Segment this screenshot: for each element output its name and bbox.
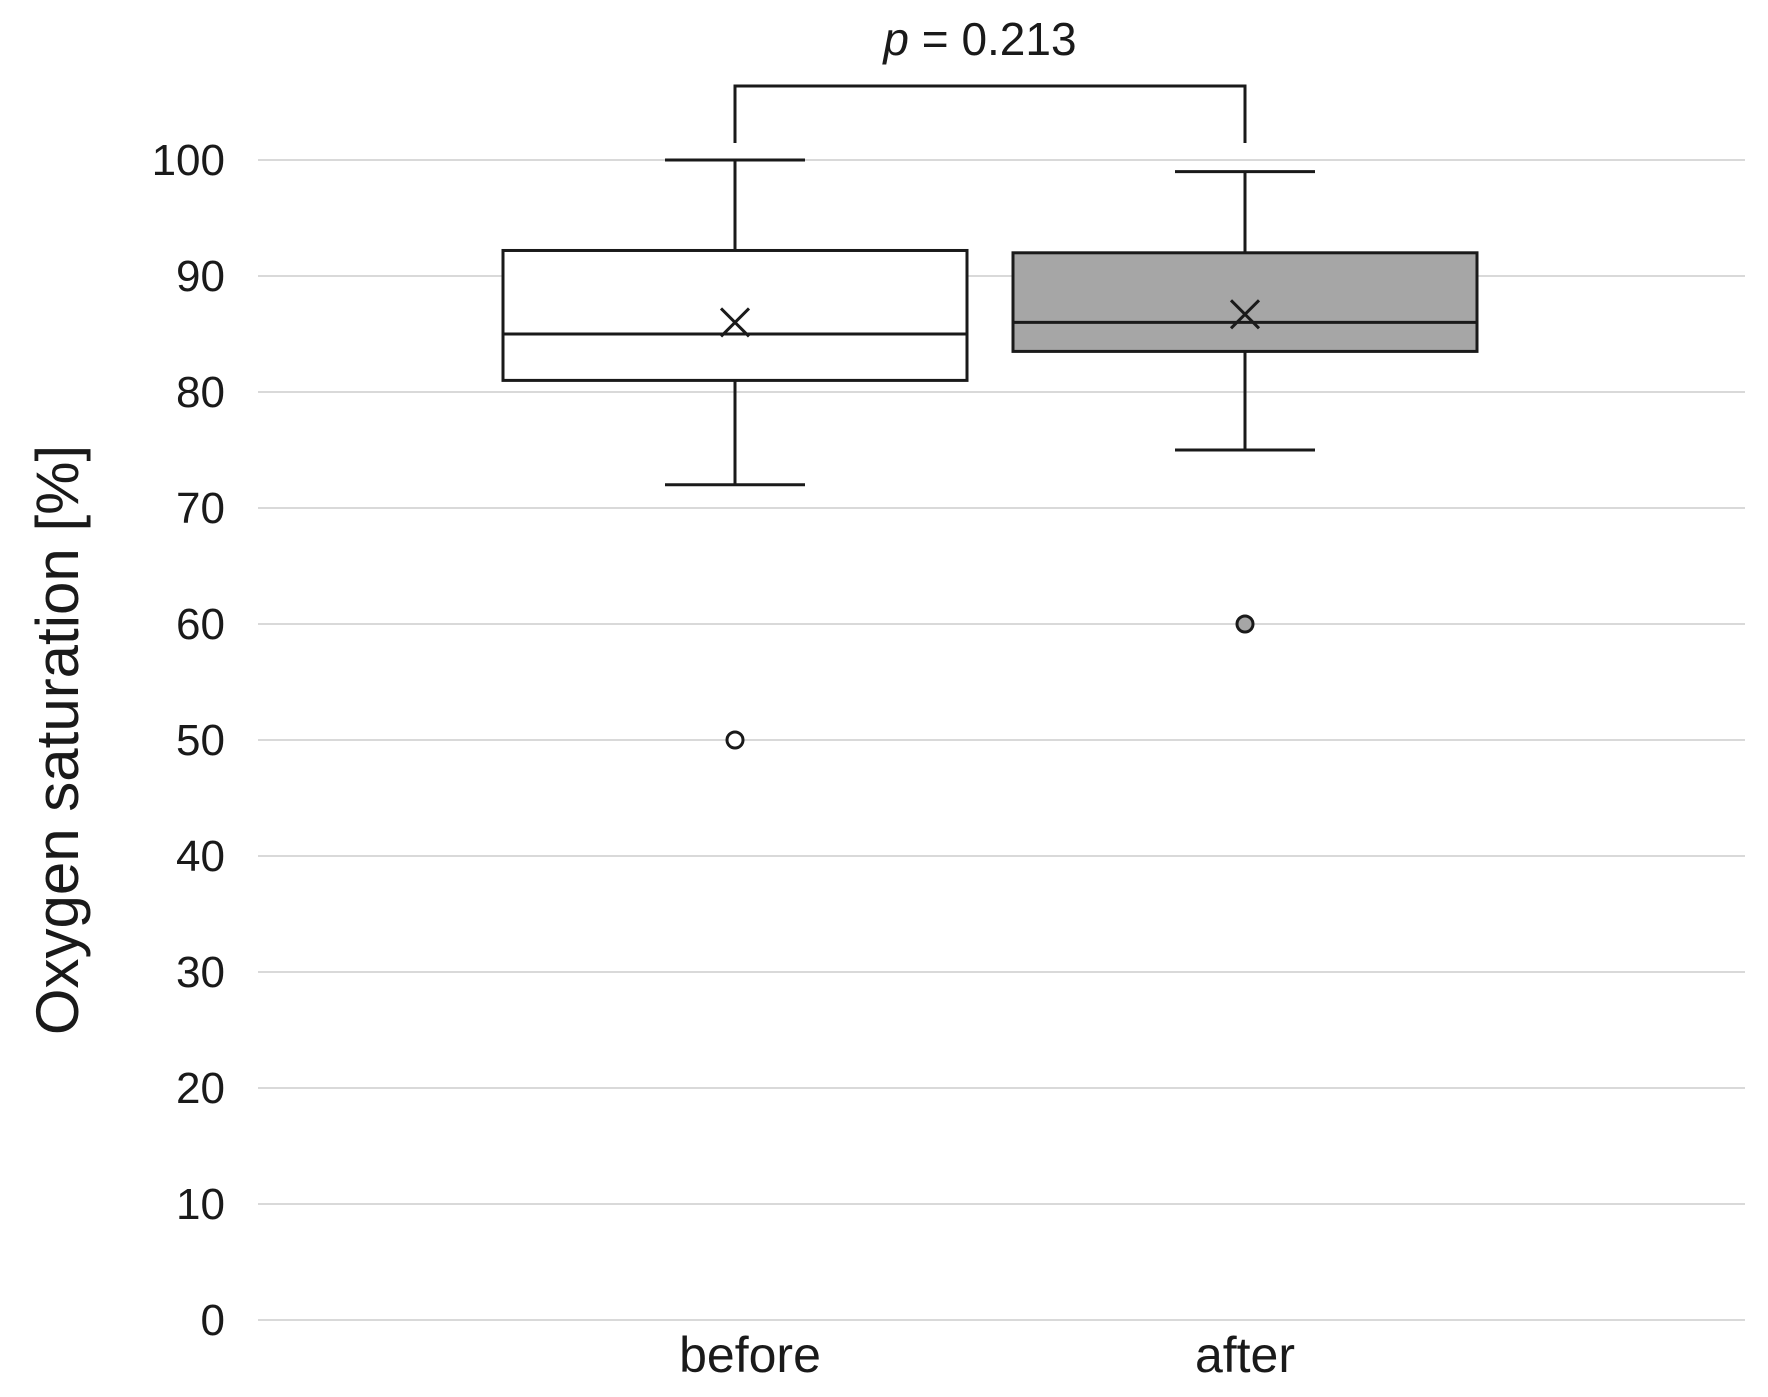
y-tick-label: 10 (176, 1180, 225, 1229)
y-tick-label: 20 (176, 1064, 225, 1113)
x-category-label: after (1195, 1327, 1295, 1383)
category-labels: before after (679, 1327, 1295, 1383)
p-symbol: p (881, 13, 909, 65)
outlier-point (1235, 614, 1255, 634)
mean-marker (1229, 299, 1261, 330)
y-tick-labels: 0 10 20 30 40 50 60 70 80 90 100 (152, 136, 225, 1345)
p-value-label: p = 0.213 (881, 13, 1076, 65)
y-axis-title: Oxygen saturation [%] (24, 445, 91, 1035)
y-tick-label: 80 (176, 368, 225, 417)
y-tick-label: 70 (176, 484, 225, 533)
x-category-label: before (679, 1327, 821, 1383)
outlier-point (725, 730, 745, 750)
significance-annotation: p = 0.213 (733, 13, 1247, 143)
y-tick-label: 60 (176, 600, 225, 649)
y-tick-label: 30 (176, 948, 225, 997)
y-tick-label: 100 (152, 136, 225, 185)
box-before (501, 158, 969, 750)
y-tick-label: 50 (176, 716, 225, 765)
mean-marker (719, 307, 751, 338)
gridlines (258, 159, 1745, 1321)
iqr-box (1011, 251, 1479, 353)
iqr-box (501, 248, 969, 382)
box-after (1011, 170, 1479, 634)
y-tick-label: 40 (176, 832, 225, 881)
boxes (501, 158, 1479, 750)
p-value: = 0.213 (909, 13, 1077, 65)
y-tick-label: 90 (176, 252, 225, 301)
y-tick-label: 0 (201, 1296, 225, 1345)
significance-bracket (733, 84, 1247, 143)
